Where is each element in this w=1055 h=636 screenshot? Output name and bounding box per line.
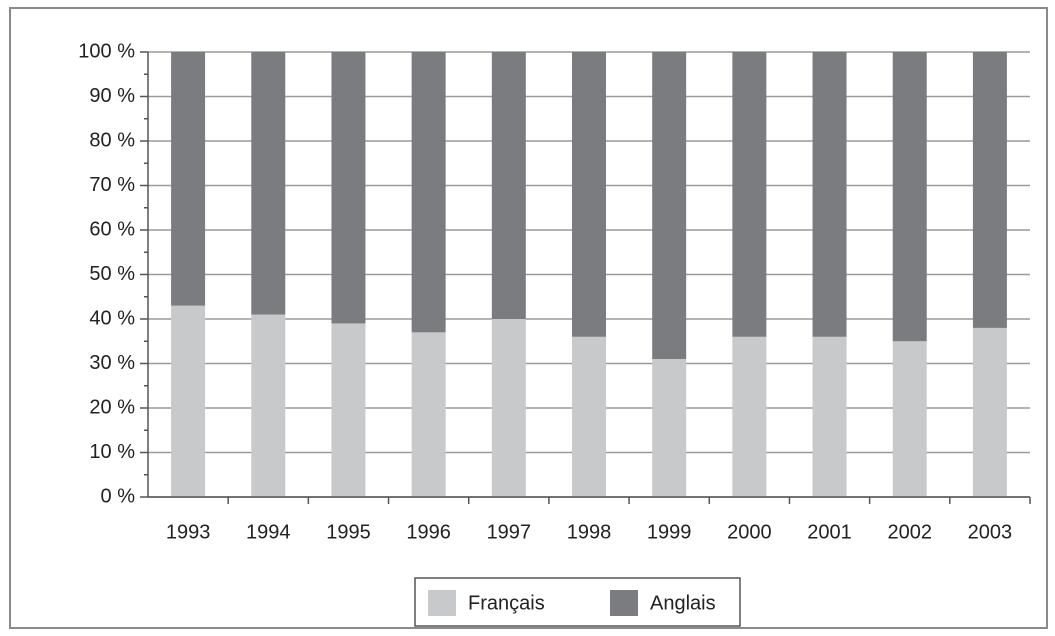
bar-segment (892, 341, 927, 497)
bar-segment (892, 52, 927, 342)
y-tick-label: 100 % (78, 40, 135, 62)
bar-segment (491, 52, 526, 319)
x-tick-label: 1997 (487, 521, 532, 543)
x-tick-label: 1993 (166, 521, 211, 543)
x-tick-label: 1995 (326, 521, 371, 543)
bar-segment (572, 52, 606, 337)
legend-label: Anglais (650, 592, 716, 614)
x-tick-label: 1999 (647, 521, 692, 543)
bar-segment (411, 332, 446, 497)
y-tick-label: 80 % (89, 129, 135, 151)
x-tick-label: 1998 (567, 521, 612, 543)
y-tick-label: 70 % (89, 174, 135, 196)
x-tick-label: 1996 (406, 521, 451, 543)
bar-segment (572, 336, 606, 497)
bar-segment (972, 327, 1007, 497)
y-tick-label: 40 % (89, 307, 135, 329)
y-tick-label: 0 % (101, 485, 136, 507)
legend-swatch (428, 590, 456, 616)
legend-swatch (610, 590, 638, 616)
y-tick-label: 20 % (89, 396, 135, 418)
bar-segment (812, 336, 847, 497)
y-tick-label: 50 % (89, 263, 135, 285)
bar-segment (732, 336, 767, 497)
bar-segment (251, 314, 286, 497)
x-tick-label: 1994 (246, 521, 291, 543)
bar-segment (972, 52, 1007, 328)
bar-segment (251, 52, 286, 315)
x-tick-label: 2003 (968, 521, 1013, 543)
y-tick-label: 30 % (89, 352, 135, 374)
bar-segment (652, 52, 687, 360)
bar-segment (171, 305, 206, 497)
bar-segment (171, 52, 206, 306)
y-tick-label: 60 % (89, 218, 135, 240)
y-tick-label: 10 % (89, 441, 135, 463)
bar-segment (652, 359, 687, 497)
y-tick-label: 90 % (89, 85, 135, 107)
bar-segment (491, 319, 526, 497)
bar-segment (732, 52, 767, 337)
bar-segment (812, 52, 847, 337)
legend-label: Français (468, 592, 545, 614)
bar-segment (331, 52, 366, 324)
x-tick-label: 2000 (727, 521, 772, 543)
bar-segment (331, 323, 366, 497)
x-tick-label: 2002 (887, 521, 932, 543)
legend-box (414, 577, 741, 627)
x-tick-label: 2001 (807, 521, 852, 543)
bar-segment (411, 52, 446, 333)
